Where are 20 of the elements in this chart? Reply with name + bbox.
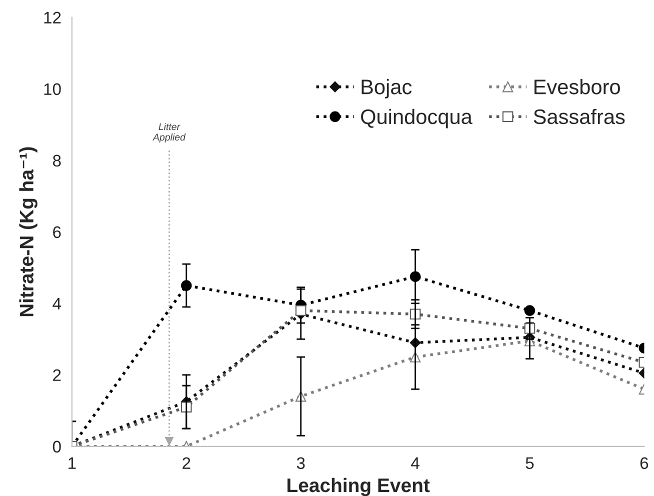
y-axis-title: Nitrate-N (Kg ha⁻¹) <box>19 147 38 316</box>
legend-label: Quindocqua <box>361 108 472 128</box>
y-tick-label: 6 <box>53 226 61 238</box>
x-tick-label: 4 <box>411 457 420 469</box>
ref-line-label: Litter Applied <box>152 122 186 142</box>
y-tick-label: 0 <box>52 440 61 453</box>
x-tick-label: 3 <box>296 457 305 470</box>
y-tick-label: 12 <box>44 12 61 24</box>
legend-label: Evesboro <box>534 79 620 94</box>
legend-label: Sassafras <box>534 108 625 124</box>
y-tick-label: 2 <box>53 369 61 381</box>
x-tick-label: 6 <box>640 457 648 470</box>
x-tick-label: 2 <box>182 457 190 469</box>
y-tick-label: 8 <box>52 154 61 167</box>
y-tick-label: 4 <box>52 298 62 310</box>
y-tick-label: 10 <box>44 83 61 96</box>
x-tick-label: 5 <box>526 457 534 470</box>
legend-label: Bojac <box>362 79 412 98</box>
x-axis-title: Leaching Event <box>288 478 430 496</box>
x-tick-label: 1 <box>68 457 76 469</box>
